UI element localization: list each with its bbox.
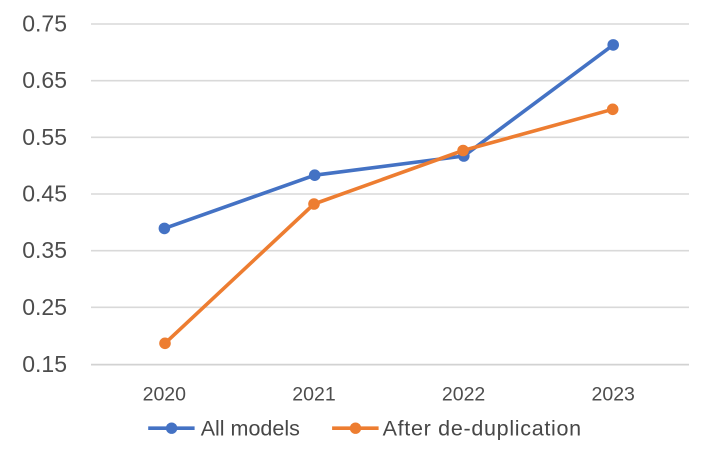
svg-text:2020: 2020: [143, 384, 187, 406]
svg-text:0.45: 0.45: [22, 181, 67, 207]
svg-text:0.15: 0.15: [22, 351, 67, 377]
svg-text:2021: 2021: [292, 384, 335, 406]
svg-text:0.75: 0.75: [22, 11, 67, 37]
svg-text:0.55: 0.55: [22, 124, 67, 150]
svg-text:After de-duplication: After de-duplication: [383, 417, 582, 441]
svg-text:0.25: 0.25: [22, 294, 67, 320]
svg-text:0.35: 0.35: [22, 237, 67, 263]
svg-text:0.65: 0.65: [22, 67, 67, 93]
svg-text:All models: All models: [201, 417, 300, 441]
svg-text:2022: 2022: [442, 384, 485, 406]
svg-text:2023: 2023: [592, 384, 635, 406]
